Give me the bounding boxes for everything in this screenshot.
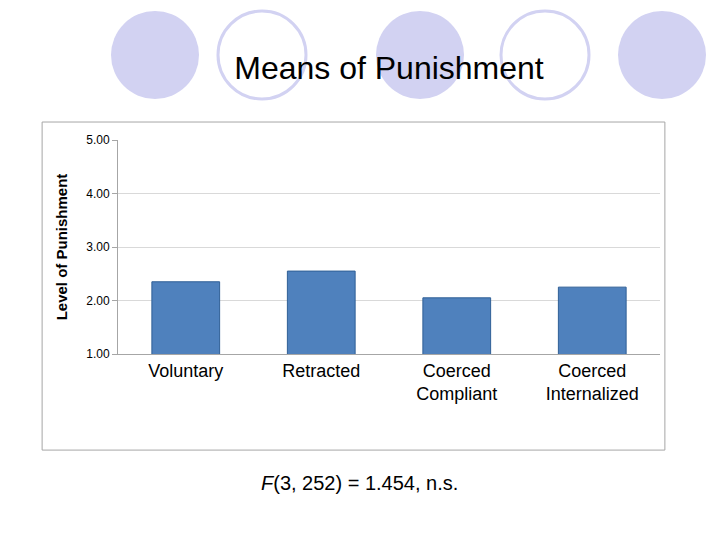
svg-text:Means of Punishment: Means of Punishment (234, 50, 544, 86)
svg-text:Retracted: Retracted (282, 361, 360, 381)
svg-text:5.00: 5.00 (86, 133, 110, 147)
svg-text:Voluntary: Voluntary (148, 361, 223, 381)
svg-text:CoercedCompliant: CoercedCompliant (416, 361, 497, 404)
svg-text:4.00: 4.00 (86, 187, 110, 201)
svg-text:CoercedInternalized: CoercedInternalized (546, 361, 639, 404)
svg-text:Level of Punishment: Level of Punishment (53, 174, 70, 321)
svg-text:F(3, 252) = 1.454, n.s.: F(3, 252) = 1.454, n.s. (261, 472, 458, 494)
svg-text:3.00: 3.00 (86, 240, 110, 254)
svg-text:1.00: 1.00 (86, 347, 110, 361)
svg-text:2.00: 2.00 (86, 294, 110, 308)
